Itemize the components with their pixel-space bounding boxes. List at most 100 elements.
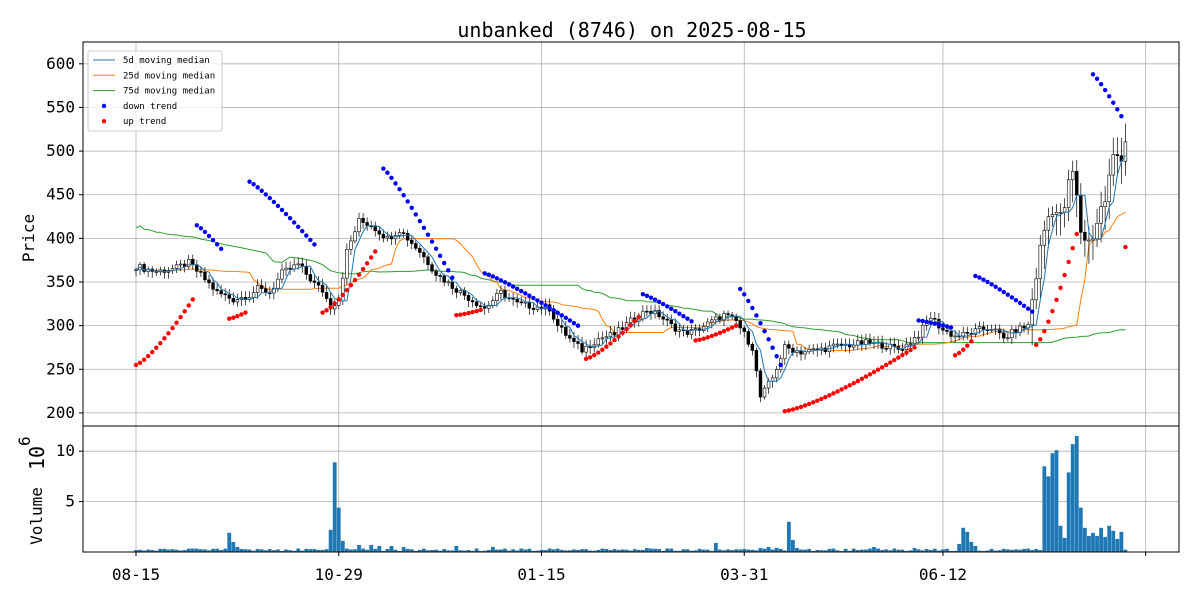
volume-bar	[608, 550, 613, 552]
volume-bar	[328, 529, 333, 552]
volume-bar	[920, 550, 925, 552]
volume-bar	[1026, 548, 1030, 552]
up-trend-dot	[166, 331, 171, 336]
up-trend-dot	[474, 308, 479, 314]
up-trend-dot	[150, 349, 155, 355]
up-trend-dot	[137, 360, 143, 365]
volume-bar	[259, 549, 264, 552]
candle-body	[430, 264, 434, 272]
volume-bar	[442, 549, 447, 552]
candle-body	[219, 290, 223, 295]
volume-bar	[653, 548, 657, 552]
volume-bar	[150, 550, 155, 552]
volume-bar	[543, 550, 548, 552]
up-trend-dot	[632, 318, 637, 324]
candlestick	[414, 240, 418, 251]
volume-bar	[701, 549, 706, 552]
candlestick	[511, 292, 515, 306]
up-trend-dot	[182, 309, 187, 314]
candlestick	[1010, 325, 1014, 344]
up-trend-dot	[798, 404, 804, 410]
down-trend-dot	[656, 299, 662, 305]
candle-body	[953, 335, 957, 338]
volume-bar	[1018, 549, 1022, 552]
up-trend-dot	[348, 283, 354, 288]
volume-bar	[320, 549, 325, 552]
candle-body	[945, 329, 949, 332]
volume-bar	[1014, 549, 1018, 552]
down-trend-dot	[1111, 100, 1116, 105]
volume-bar	[924, 549, 929, 552]
down-trend-dot	[754, 313, 759, 318]
candle-body	[353, 231, 357, 242]
volume-bar	[490, 546, 495, 552]
up-trend-dot	[344, 287, 350, 293]
volume-bar	[843, 548, 848, 552]
down-trend-dot	[510, 284, 516, 289]
volume-bar	[255, 549, 260, 552]
down-trend-dot	[267, 195, 273, 201]
candlestick	[677, 324, 682, 338]
legend-dot-swatch	[101, 119, 107, 124]
volume-bar	[271, 550, 276, 552]
volume-bar	[904, 550, 909, 552]
up-trend-dot	[956, 350, 962, 356]
volume-bar	[612, 549, 617, 552]
volume-bar	[758, 547, 763, 552]
up-trend-dot	[454, 312, 459, 318]
up-trend-dot	[871, 369, 877, 375]
candle-body	[560, 325, 564, 328]
candlestick	[495, 288, 499, 307]
volume-bar	[515, 550, 520, 552]
volume-bar	[405, 548, 410, 552]
volume-bar	[203, 549, 207, 552]
down-trend-dot	[486, 272, 491, 277]
volume-bar	[312, 549, 317, 552]
candlestick	[207, 274, 211, 289]
candle-body	[900, 349, 905, 351]
candlestick	[965, 326, 969, 340]
volume-bar	[1111, 530, 1116, 552]
up-trend-dot	[604, 344, 609, 349]
up-trend-dot	[352, 277, 358, 283]
up-trend-dot	[851, 380, 856, 386]
candle-body	[337, 300, 341, 306]
volume-bar	[989, 548, 994, 552]
up-trend-dot	[616, 334, 621, 339]
volume-bar	[876, 548, 880, 552]
candle-body	[831, 343, 836, 347]
volume-bar	[718, 549, 722, 552]
candle-body	[426, 256, 430, 265]
volume-bar	[624, 549, 629, 552]
candle-body	[434, 270, 438, 276]
volume-bar	[263, 550, 268, 552]
volume-y-ticks: 5 10	[56, 441, 83, 511]
up-trend-dot	[624, 326, 629, 332]
down-trend-dot	[770, 345, 775, 350]
candle-body	[766, 380, 771, 389]
volume-bar	[855, 550, 860, 552]
candlestick	[1123, 123, 1128, 176]
candle-body	[645, 310, 649, 313]
volume-bar	[669, 548, 674, 552]
volume-bar	[1087, 535, 1091, 552]
volume-bar	[888, 550, 893, 552]
volume-bar	[284, 549, 288, 552]
down-trend-dot	[685, 316, 690, 321]
candlestick	[211, 277, 215, 296]
volume-bar	[640, 549, 645, 552]
up-trend-dot	[145, 353, 151, 359]
down-trend-dot	[677, 311, 682, 316]
volume-bar	[494, 549, 499, 552]
candle-body	[332, 305, 337, 310]
price-grid	[83, 42, 1179, 426]
up-trend-dot	[186, 303, 191, 308]
candlestick	[1050, 206, 1055, 227]
volume-bar	[507, 550, 511, 552]
up-trend-dot	[190, 297, 195, 302]
candle-body	[641, 310, 645, 320]
volume-bar	[799, 549, 803, 552]
down-trend-dot	[669, 306, 674, 311]
candle-body	[474, 301, 479, 307]
candle-body	[908, 343, 913, 345]
